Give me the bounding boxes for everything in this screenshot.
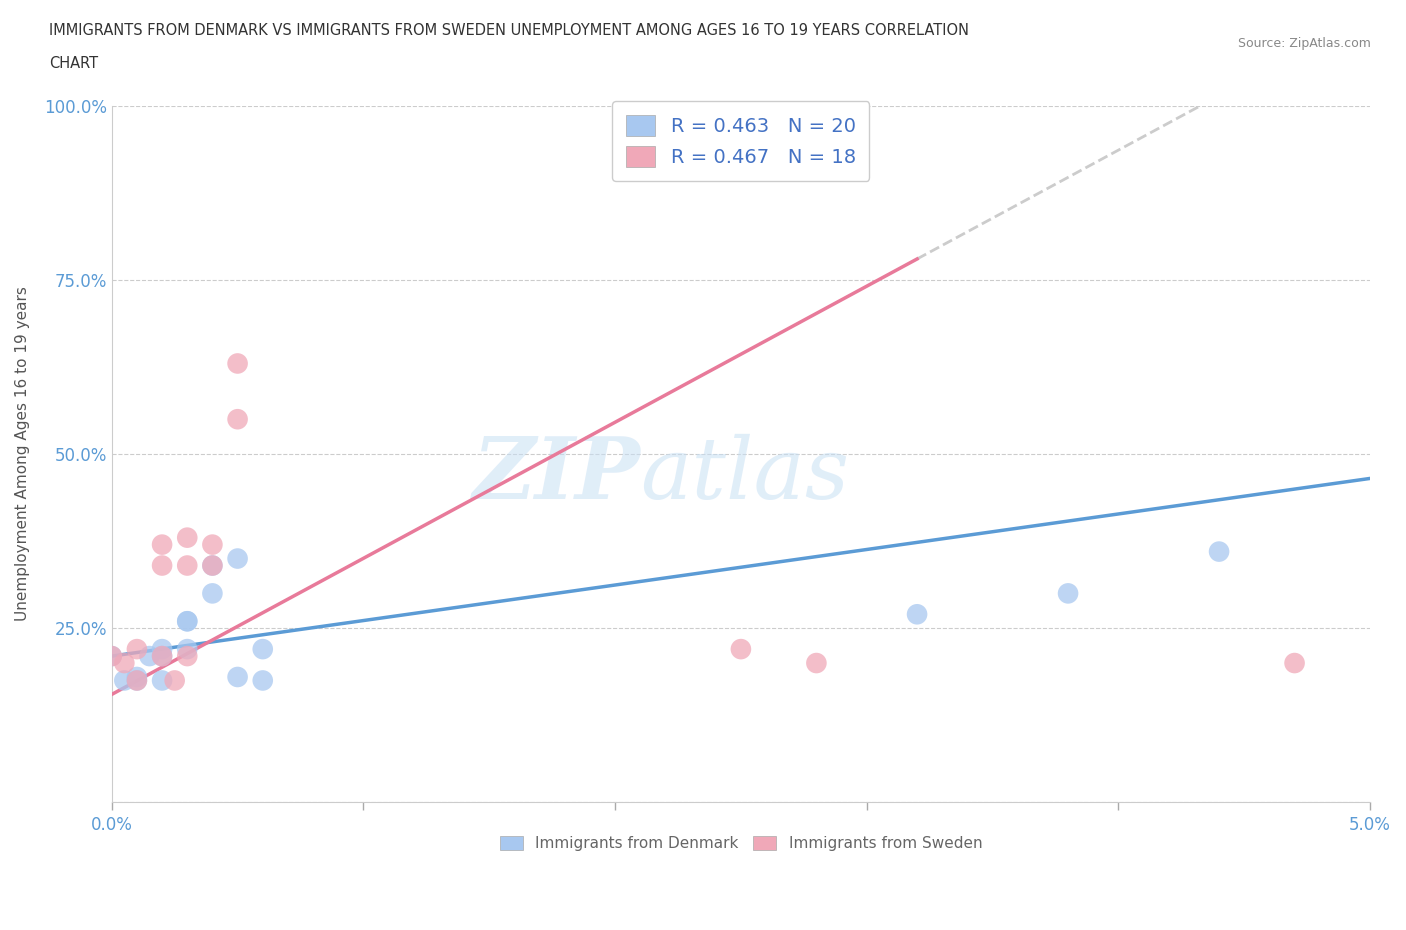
Point: [201, 558, 224, 573]
Point: [125, 670, 148, 684]
Point: [1208, 544, 1230, 559]
Point: [201, 586, 224, 601]
Point: [163, 673, 186, 688]
Point: [226, 356, 249, 371]
Point: [150, 648, 173, 663]
Point: [176, 558, 198, 573]
Point: [1284, 656, 1306, 671]
Point: [150, 642, 173, 657]
Point: [226, 670, 249, 684]
Point: [125, 642, 148, 657]
Point: [150, 538, 173, 552]
Point: [176, 642, 198, 657]
Point: [226, 551, 249, 566]
Point: [201, 558, 224, 573]
Point: [806, 656, 828, 671]
Point: [100, 648, 122, 663]
Point: [176, 648, 198, 663]
Legend: Immigrants from Denmark, Immigrants from Sweden: Immigrants from Denmark, Immigrants from…: [494, 830, 988, 857]
Text: CHART: CHART: [49, 56, 98, 71]
Point: [100, 648, 122, 663]
Point: [252, 642, 274, 657]
Point: [730, 642, 752, 657]
Text: atlas: atlas: [640, 433, 849, 516]
Point: [226, 412, 249, 427]
Point: [905, 607, 928, 622]
Point: [112, 673, 135, 688]
Y-axis label: Unemployment Among Ages 16 to 19 years: Unemployment Among Ages 16 to 19 years: [15, 286, 30, 621]
Point: [112, 656, 135, 671]
Point: [176, 530, 198, 545]
Text: ZIP: ZIP: [472, 433, 640, 517]
Point: [125, 673, 148, 688]
Point: [150, 648, 173, 663]
Point: [176, 614, 198, 629]
Point: [1057, 586, 1080, 601]
Point: [150, 673, 173, 688]
Point: [125, 673, 148, 688]
Point: [150, 558, 173, 573]
Text: IMMIGRANTS FROM DENMARK VS IMMIGRANTS FROM SWEDEN UNEMPLOYMENT AMONG AGES 16 TO : IMMIGRANTS FROM DENMARK VS IMMIGRANTS FR…: [49, 23, 969, 38]
Point: [176, 614, 198, 629]
Point: [201, 538, 224, 552]
Text: Source: ZipAtlas.com: Source: ZipAtlas.com: [1237, 37, 1371, 50]
Point: [252, 673, 274, 688]
Point: [138, 648, 160, 663]
